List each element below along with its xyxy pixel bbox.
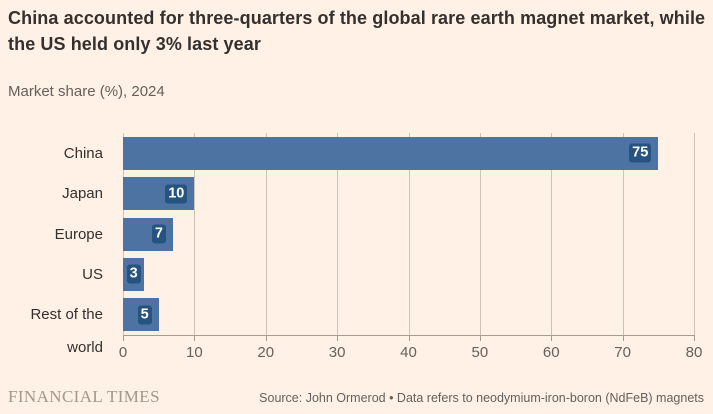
gridline-40 bbox=[408, 133, 410, 335]
x-axis-tick bbox=[622, 335, 624, 341]
bar-value-label: 7 bbox=[151, 224, 166, 244]
bar-japan: 10 bbox=[123, 177, 195, 211]
x-axis-tick bbox=[194, 335, 196, 341]
x-axis-tick bbox=[551, 335, 553, 341]
gridline-20 bbox=[265, 133, 267, 335]
plot-area: 75 10 7 3 5 0 10 20 30 40 50 60 70 80 bbox=[119, 133, 702, 361]
x-axis-tick-label-50: 50 bbox=[471, 344, 489, 361]
source-note: Source: John Ormerod • Data refers to ne… bbox=[259, 391, 704, 405]
gridline-10 bbox=[194, 133, 196, 335]
gridline-50 bbox=[479, 133, 481, 335]
financial-times-wordmark: FINANCIAL TIMES bbox=[8, 387, 160, 406]
bar-value-label: 10 bbox=[165, 184, 188, 204]
x-axis-tick bbox=[408, 335, 410, 341]
gridline-70 bbox=[622, 133, 624, 335]
chart-footer: FINANCIAL TIMES Source: John Ormerod • D… bbox=[8, 385, 704, 407]
x-axis-tick bbox=[694, 335, 695, 341]
x-axis-tick bbox=[479, 335, 481, 341]
gridline-80 bbox=[694, 133, 695, 335]
chart-title: China accounted for three-quarters of th… bbox=[8, 8, 706, 54]
x-axis-tick-label-0: 0 bbox=[118, 344, 128, 361]
gridline-30 bbox=[337, 133, 339, 335]
bar-value-label: 3 bbox=[126, 264, 141, 284]
x-axis-tick-label-80: 80 bbox=[685, 344, 703, 361]
x-axis-tick bbox=[337, 335, 339, 341]
bar-us: 3 bbox=[123, 257, 145, 291]
bar-rest-of-the-world: 5 bbox=[123, 298, 159, 332]
x-axis-tick-label-20: 20 bbox=[257, 344, 275, 361]
chart-area: 75 10 7 3 5 0 10 20 30 40 50 60 70 80 China Japan Europ… bbox=[0, 133, 713, 368]
bar-china: 75 bbox=[123, 136, 659, 170]
bar-value-label: 5 bbox=[137, 305, 152, 325]
x-axis-tick-label-30: 30 bbox=[328, 344, 346, 361]
bar-value-label: 75 bbox=[629, 143, 652, 163]
category-label-china: China bbox=[63, 144, 103, 162]
x-axis-tick bbox=[123, 335, 124, 341]
category-label-us: US bbox=[82, 265, 103, 283]
bar-europe: 7 bbox=[123, 217, 173, 251]
category-label-japan: Japan bbox=[62, 185, 103, 203]
chart-subtitle: Market share (%), 2024 bbox=[8, 83, 165, 100]
x-axis-tick-label-40: 40 bbox=[400, 344, 417, 361]
x-axis-tick-label-10: 10 bbox=[186, 344, 203, 361]
x-axis-tick bbox=[265, 335, 267, 341]
category-label-europe: Europe bbox=[54, 225, 103, 243]
gridline-60 bbox=[551, 133, 553, 335]
category-label-rest-of-the-world: Rest of the world bbox=[30, 306, 103, 357]
x-axis-tick-label-70: 70 bbox=[614, 344, 631, 361]
x-axis-tick-label-60: 60 bbox=[542, 344, 560, 361]
